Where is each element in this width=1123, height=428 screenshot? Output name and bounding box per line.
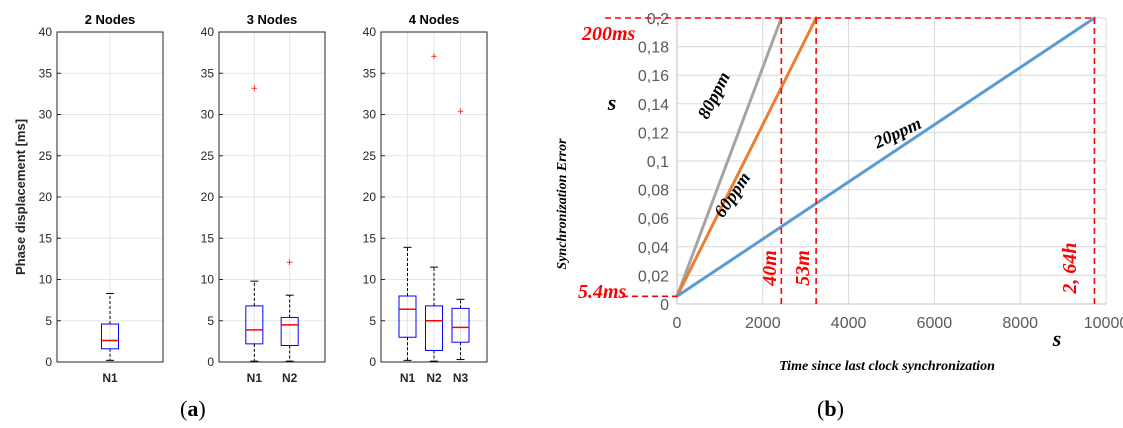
y-tick-label-1-1: 5 [207,314,214,328]
y-tick-label-0-5: 25 [39,149,53,163]
y-tick-label-b-10: 0,2 [647,11,669,28]
y-tick-label-b-6: 0,12 [638,125,669,142]
y-tick-label-b-0: 0 [660,297,669,314]
y-tick-label-0-8: 40 [39,25,53,39]
box-1-1: + [280,258,299,362]
x-axis-label-b: Time since last clock synchronization [779,359,995,374]
y-tick-label-2-1: 5 [369,314,376,328]
y-tick-label-b-2: 0,04 [638,240,669,257]
y-tick-label-2-5: 25 [363,149,377,163]
box-iqr [425,305,443,351]
y-tick-label-b-4: 0,08 [638,183,669,200]
x-tick-label-2-0: N1 [400,371,416,385]
x-tick-label-b-4: 8000 [1002,315,1038,332]
y-tick-label-2-2: 10 [363,273,377,287]
y-tick-label-2-8: 40 [363,25,377,39]
series-line-60ppm [675,16,818,298]
y-tick-label-1-0: 0 [207,355,214,369]
series-line-20ppm [675,16,1096,298]
x-tick-label-b-5: 10000 [1084,315,1123,332]
y-tick-label-2-3: 15 [363,231,377,245]
y-tick-label-2-7: 35 [363,66,377,80]
annotation-vlabel-3: 53m [792,250,814,286]
x-tick-label-b-2: 4000 [831,315,867,332]
x-axis-unit-b: s [1052,326,1062,351]
annotation-label-5-4ms: 5.4ms [578,281,627,303]
annotation-vlabel-4: 2, 64h [1059,242,1081,294]
x-tick-label-1-1: N2 [282,371,298,385]
x-tick-label-2-2: N3 [453,371,469,385]
y-tick-label-2-6: 30 [363,108,377,122]
y-axis-unit-b: s [607,90,617,115]
y-tick-label-0-4: 20 [39,190,53,204]
box-iqr [101,323,119,350]
y-tick-label-1-4: 20 [201,190,215,204]
x-tick-label-1-0: N1 [247,371,263,385]
y-tick-label-0-0: 0 [45,355,52,369]
series-label-20ppm: 20ppm [870,113,925,153]
y-tick-label-0-3: 15 [39,231,53,245]
box-iqr [280,316,299,347]
y-tick-label-1-2: 10 [201,273,215,287]
caption-a-letter: a [187,396,199,421]
series-line-80ppm [675,16,783,298]
y-axis-label-b: Synchronization Error [555,138,570,270]
box-2-0 [398,246,417,361]
y-tick-label-1-5: 25 [201,149,215,163]
y-tick-label-1-8: 40 [201,25,215,39]
y-tick-label-b-9: 0,18 [638,40,669,57]
caption-b-letter: b [824,396,837,421]
y-tick-label-0-2: 10 [39,273,53,287]
y-tick-label-1-6: 30 [201,108,215,122]
y-axis-label-a: Phase displacement [ms] [13,119,28,275]
y-tick-label-b-1: 0,02 [638,268,669,285]
box-iqr [398,295,417,338]
y-tick-label-b-3: 0,06 [638,211,669,228]
box-iqr [451,307,470,343]
y-tick-label-0-1: 5 [45,314,52,328]
subplot-title-0: 2 Nodes [85,12,136,27]
x-tick-label-0-0: N1 [102,371,118,385]
box-2-1: + [425,52,443,362]
annotation-label-200ms: 200ms [581,23,636,45]
y-tick-label-2-4: 20 [363,190,377,204]
box-1-0: + [245,84,264,362]
outlier-0: + [251,84,259,94]
x-tick-label-2-1: N2 [426,371,442,385]
subplot-title-2: 4 Nodes [409,12,460,27]
caption-a: (a) [180,396,206,421]
panel-b-line-chart: 0 0,02 0,04 0,06 0,08 0,1 0,12 0,14 0,16 0,18 0,2 0… [555,11,1123,374]
y-tick-label-b-5: 0,1 [647,154,669,171]
caption-b: (b) [817,396,844,421]
annotation-vlabel-2: 40m [759,250,781,287]
y-tick-label-2-0: 0 [369,355,376,369]
x-tick-label-b-0: 0 [673,315,682,332]
y-tick-label-0-6: 30 [39,108,53,122]
y-tick-label-b-7: 0,14 [638,97,669,114]
box-0-0 [101,293,119,361]
x-tick-label-b-1: 2000 [745,315,781,332]
y-tick-label-b-8: 0,16 [638,68,669,85]
x-tick-label-b-3: 6000 [917,315,953,332]
box-iqr [245,305,264,345]
y-tick-label-0-7: 35 [39,66,53,80]
y-tick-label-1-3: 15 [201,231,215,245]
panel-a-boxplots: Phase displacement [ms] 2 Nodes 0 5 10 15 20 25… [13,12,488,385]
outlier-0: + [286,258,294,268]
box-2-2: + [451,107,470,361]
subplot-title-1: 3 Nodes [247,12,298,27]
series-label-80ppm: 80ppm [693,68,734,122]
y-tick-label-1-7: 35 [201,66,215,80]
outlier-0: + [457,107,465,117]
outlier-0: + [430,52,438,62]
